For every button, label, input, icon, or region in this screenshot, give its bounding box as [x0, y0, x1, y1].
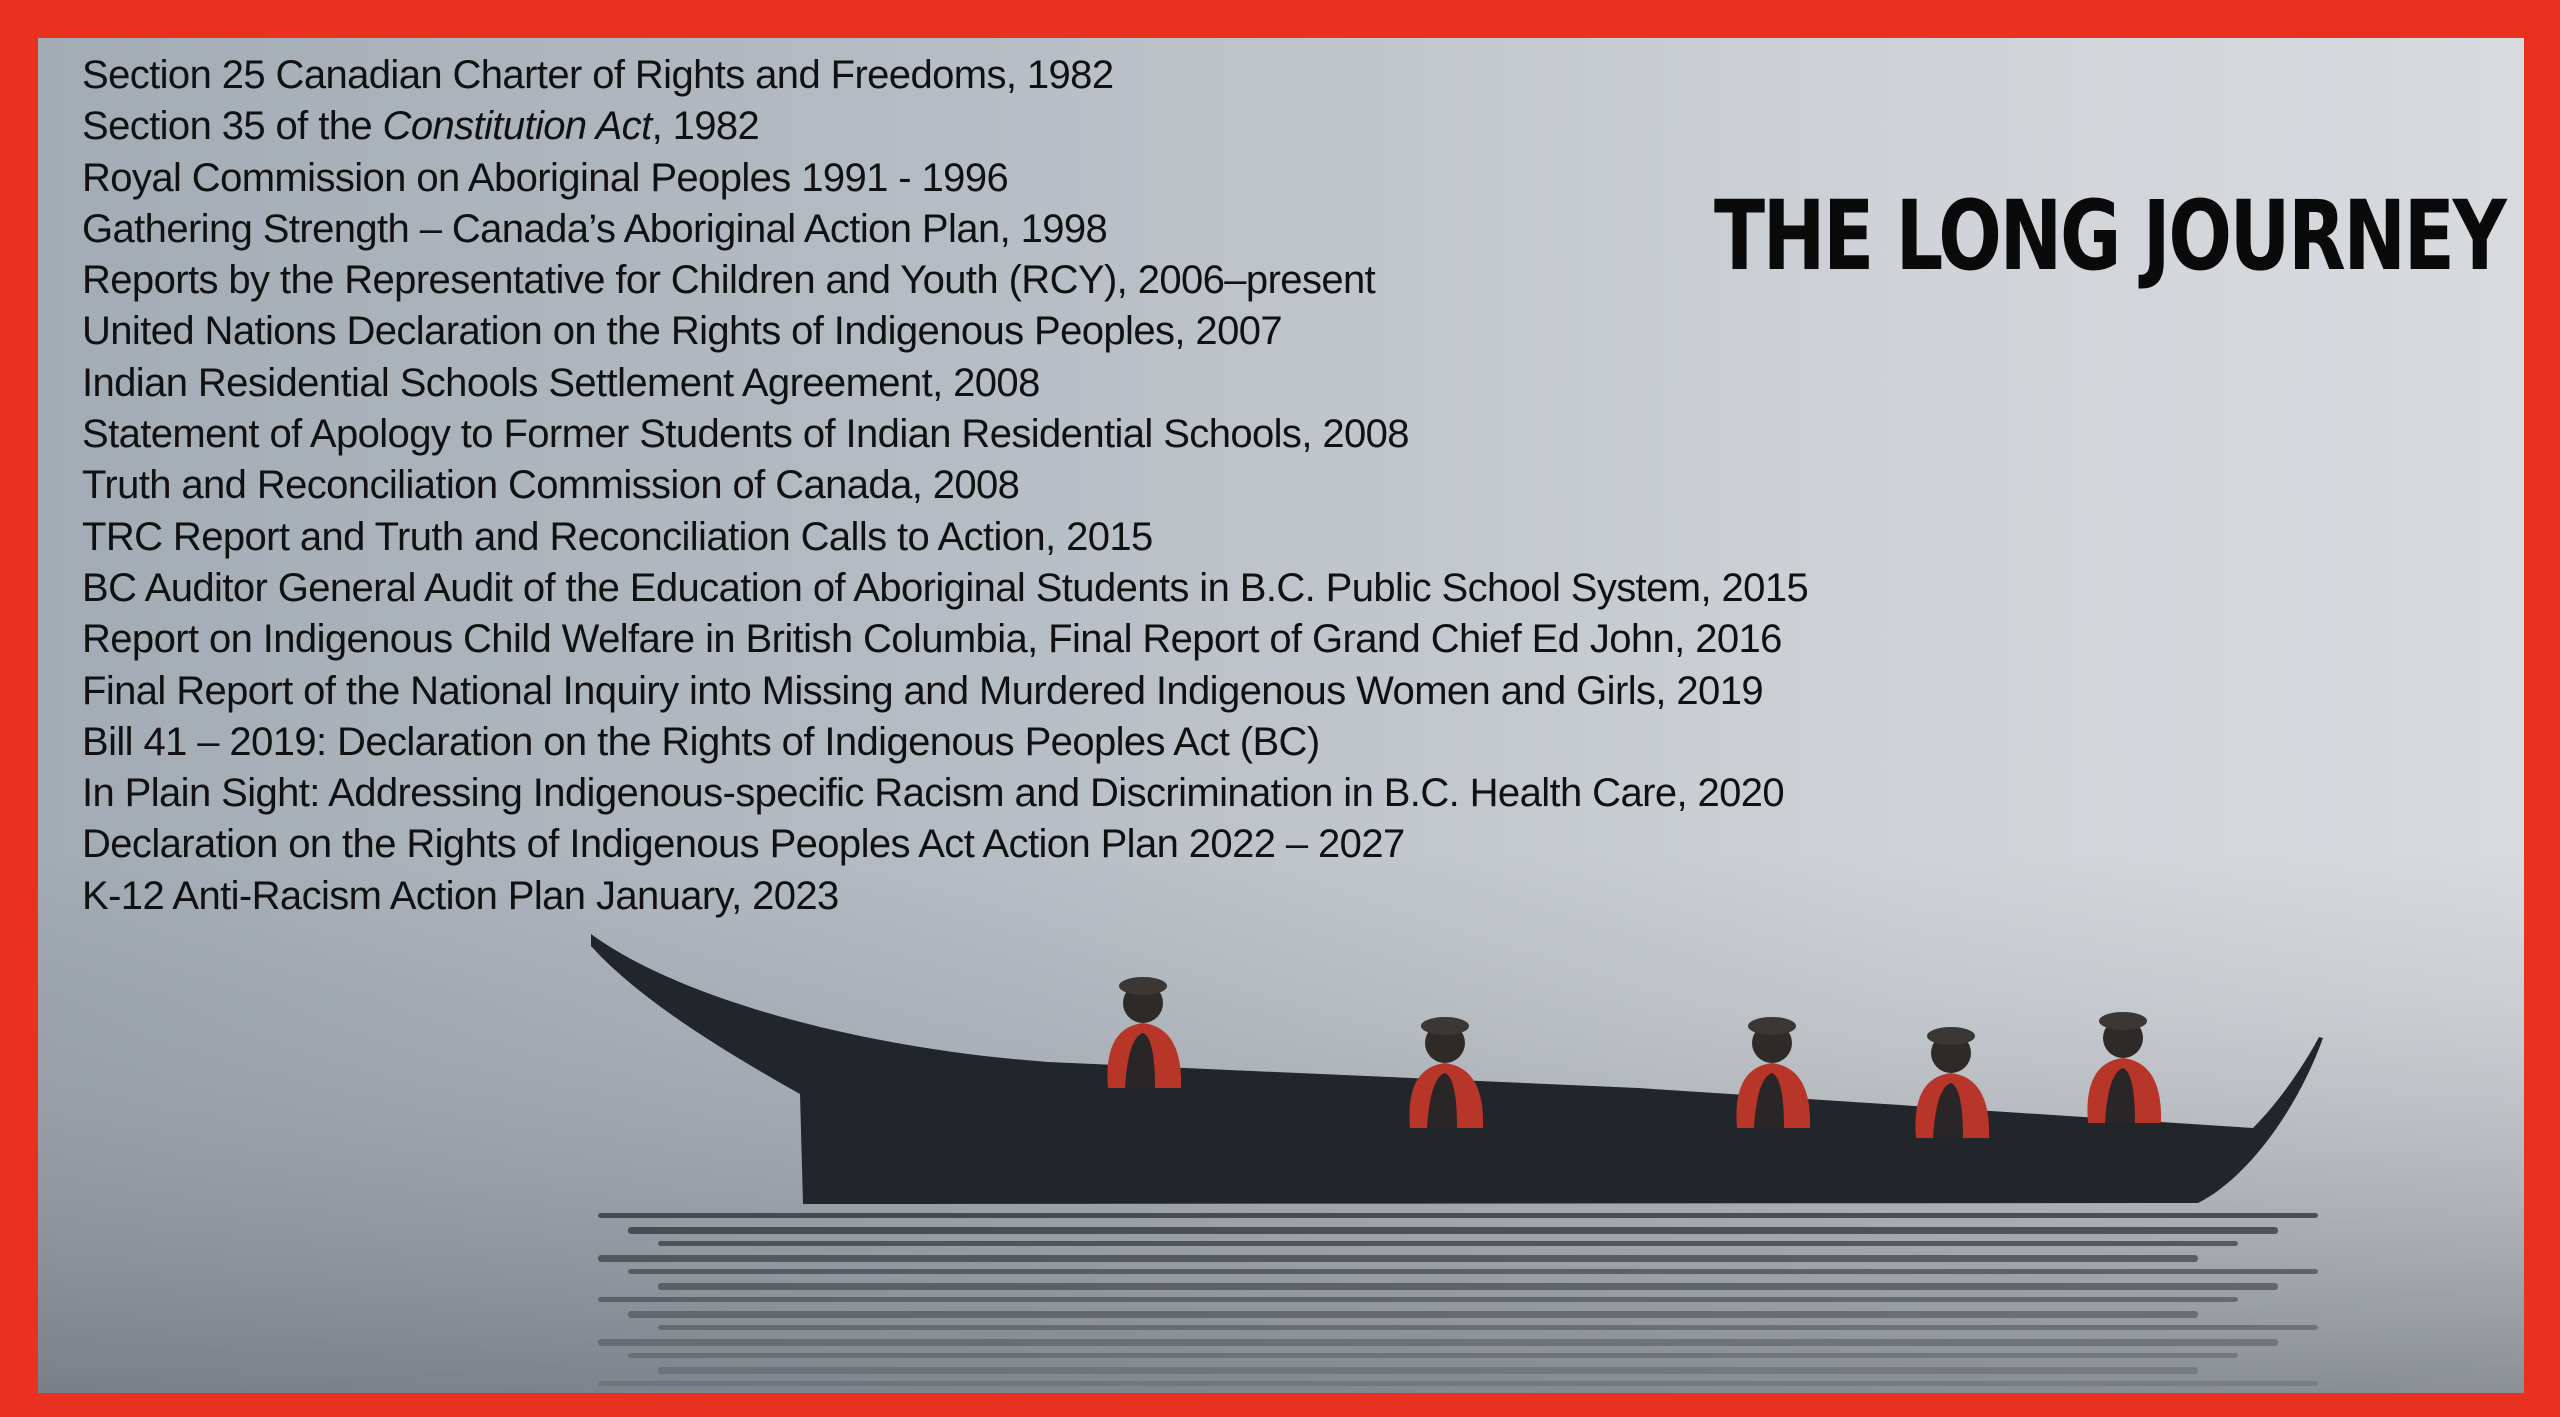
paddlers — [1107, 977, 2162, 1138]
reflection-streak — [598, 1339, 2278, 1346]
slide: Section 25 Canadian Charter of Rights an… — [38, 38, 2524, 1393]
reflection-streak — [598, 1213, 2318, 1218]
paddler — [1915, 1027, 1990, 1138]
paddler — [1736, 1017, 1811, 1128]
milestone-item: Declaration on the Rights of Indigenous … — [82, 822, 1405, 867]
reflection-streak — [658, 1283, 2278, 1290]
milestone-item: Section 35 of the Constitution Act, 1982 — [82, 101, 1808, 152]
milestone-item: Statement of Apology to Former Students … — [82, 412, 1410, 457]
canoe-hull — [591, 934, 2323, 1204]
paddler — [1409, 1017, 1484, 1128]
paddler — [2087, 1012, 2162, 1123]
milestones-list: Section 25 Canadian Charter of Rights an… — [82, 50, 1809, 922]
milestone-item: In Plain Sight: Addressing Indigenous-sp… — [82, 771, 1785, 816]
reflection — [598, 1213, 2318, 1386]
slide-title: THE LONG JOURNEY — [1714, 180, 2507, 292]
milestone-item: Final Report of the National Inquiry int… — [82, 668, 1764, 713]
milestone-item: Reports by the Representative for Childr… — [82, 258, 1376, 303]
reflection-streak — [598, 1297, 2238, 1302]
reflection-streak — [658, 1367, 2198, 1374]
reflection-streak — [628, 1269, 2318, 1274]
milestone-item: TRC Report and Truth and Reconciliation … — [82, 514, 1153, 559]
milestone-item: Report on Indigenous Child Welfare in Br… — [82, 617, 1782, 662]
reflection-streak — [598, 1255, 2198, 1262]
milestone-item: K-12 Anti-Racism Action Plan January, 20… — [82, 873, 839, 918]
milestone-item: United Nations Declaration on the Rights… — [82, 309, 1283, 354]
canoe-photo — [38, 934, 2524, 1393]
reflection-streak — [658, 1241, 2238, 1246]
reflection-streak — [658, 1325, 2318, 1330]
milestone-item: Truth and Reconciliation Commission of C… — [82, 463, 1020, 508]
paddler — [1107, 977, 1182, 1088]
milestone-pre: Section 35 of the — [82, 104, 383, 149]
reflection-streak — [628, 1353, 2238, 1358]
milestone-item: Bill 41 – 2019: Declaration on the Right… — [82, 719, 1320, 764]
milestone-item: Gathering Strength – Canada’s Aboriginal… — [82, 206, 1108, 251]
reflection-streak — [628, 1311, 2198, 1318]
reflection-streak — [598, 1381, 2318, 1386]
milestone-item: BC Auditor General Audit of the Educatio… — [82, 565, 1809, 610]
milestone-item: Section 25 Canadian Charter of Rights an… — [82, 53, 1114, 97]
reflection-streak — [628, 1227, 2278, 1234]
milestone-post: , 1982 — [651, 104, 760, 149]
milestone-item: Royal Commission on Aboriginal Peoples 1… — [82, 155, 1009, 200]
milestone-item: Indian Residential Schools Settlement Ag… — [82, 360, 1040, 405]
milestone-italic: Constitution Act — [382, 104, 653, 149]
